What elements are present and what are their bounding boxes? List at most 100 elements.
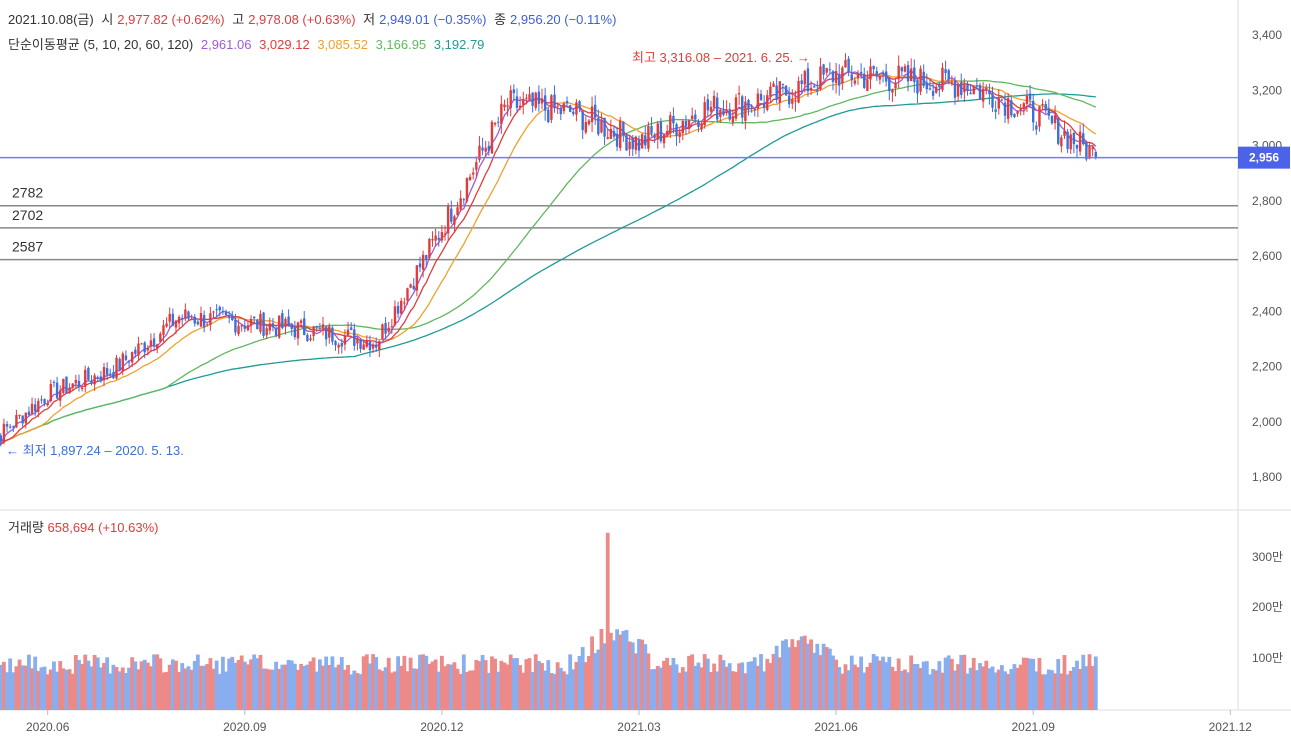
- ma-label: 단순이동평균 (5, 10, 20, 60, 120): [8, 37, 194, 52]
- volume-bar: [1084, 666, 1089, 710]
- candle-body: [1060, 137, 1063, 147]
- candle-body: [506, 105, 509, 107]
- volume-bar: [583, 662, 588, 710]
- candle-body: [753, 109, 756, 111]
- volume-bar: [612, 640, 616, 710]
- volume-bar: [192, 660, 197, 710]
- volume-bar: [627, 641, 632, 710]
- candle-body: [224, 311, 228, 316]
- candle-body: [769, 86, 772, 97]
- volume-bar: [108, 673, 113, 710]
- candle-body: [906, 65, 910, 82]
- candle-body: [972, 86, 975, 95]
- candle-body: [719, 109, 722, 117]
- candle-body: [509, 90, 512, 109]
- volume-bar: [856, 667, 860, 710]
- volume-bar: [73, 654, 78, 710]
- volume-bar: [330, 656, 335, 710]
- candle-body: [875, 71, 878, 77]
- candle-body: [881, 73, 885, 75]
- candle-body: [525, 97, 528, 99]
- candle-body: [109, 373, 112, 375]
- candle-body: [27, 411, 31, 416]
- volume-bar: [746, 661, 751, 710]
- candle-body: [281, 313, 284, 329]
- volume-bar: [261, 668, 266, 710]
- volume-bar: [721, 660, 726, 710]
- candle-body: [156, 344, 159, 349]
- candle-body: [77, 380, 81, 387]
- volume-bar: [530, 672, 535, 710]
- volume-bar: [1043, 674, 1048, 710]
- candle-body: [963, 84, 966, 93]
- volume-bar: [211, 668, 216, 710]
- volume-bar: [292, 663, 297, 710]
- volume-bar: [224, 671, 228, 710]
- volume-bar: [42, 666, 47, 710]
- volume-bar: [1018, 664, 1023, 710]
- candle-body: [1035, 125, 1038, 130]
- candle-body: [102, 367, 106, 381]
- candle-body: [922, 71, 925, 86]
- volume-bar: [1090, 666, 1095, 710]
- time-tick-label: 2021.09: [1012, 720, 1056, 734]
- candle-body: [471, 172, 475, 175]
- volume-bar: [221, 656, 225, 710]
- candle-body: [93, 375, 96, 385]
- volume-bar: [124, 672, 128, 710]
- volume-bar: [424, 655, 429, 710]
- volume-bar: [414, 668, 419, 710]
- price-tick-label: 1,800: [1252, 470, 1282, 484]
- candle-body: [62, 378, 65, 393]
- candle-body: [747, 100, 750, 109]
- candle-body: [30, 403, 34, 414]
- candle-body: [33, 404, 37, 412]
- time-tick-label: 2020.06: [26, 720, 70, 734]
- volume-bar: [145, 662, 150, 710]
- candle-body: [140, 343, 143, 345]
- volume-bar: [671, 657, 676, 710]
- candle-body: [662, 134, 666, 144]
- candle-body: [759, 93, 763, 101]
- volume-bar: [540, 663, 544, 710]
- volume-bar: [136, 669, 141, 710]
- volume-bar: [1059, 673, 1064, 710]
- candle-body: [1085, 141, 1088, 160]
- volume-bar: [1031, 658, 1036, 710]
- volume-bar: [874, 656, 879, 710]
- volume-bar: [981, 666, 986, 710]
- volume-bar: [693, 665, 698, 710]
- candles-group: [0, 53, 1097, 447]
- candle-body: [346, 329, 350, 336]
- volume-bar: [346, 665, 350, 710]
- candle-body: [741, 96, 744, 118]
- candle-body: [631, 138, 634, 150]
- candle-body: [315, 325, 318, 328]
- candle-body: [118, 358, 121, 370]
- candle-body: [897, 65, 900, 80]
- volume-bar: [483, 660, 488, 710]
- volume-bar: [687, 655, 691, 710]
- volume-bar: [17, 659, 22, 710]
- candle-body: [744, 101, 747, 121]
- candle-body: [994, 109, 997, 112]
- candle-body: [443, 233, 447, 235]
- candle-body: [900, 67, 903, 72]
- volume-bar: [27, 654, 31, 710]
- volume-bar: [777, 657, 782, 710]
- volume-bar: [167, 664, 172, 710]
- candle-body: [487, 146, 491, 151]
- candle-body: [353, 329, 356, 346]
- candle-body: [130, 352, 134, 363]
- candle-body: [500, 103, 503, 125]
- volume-bar: [1065, 674, 1070, 710]
- volume-bar: [355, 672, 360, 710]
- volume-bar: [690, 654, 695, 710]
- candle-body: [440, 232, 444, 241]
- volume-bar: [474, 659, 479, 710]
- volume-bar: [552, 673, 557, 710]
- candle-body: [428, 239, 431, 258]
- candle-body: [1094, 151, 1097, 158]
- candle-body: [834, 70, 838, 84]
